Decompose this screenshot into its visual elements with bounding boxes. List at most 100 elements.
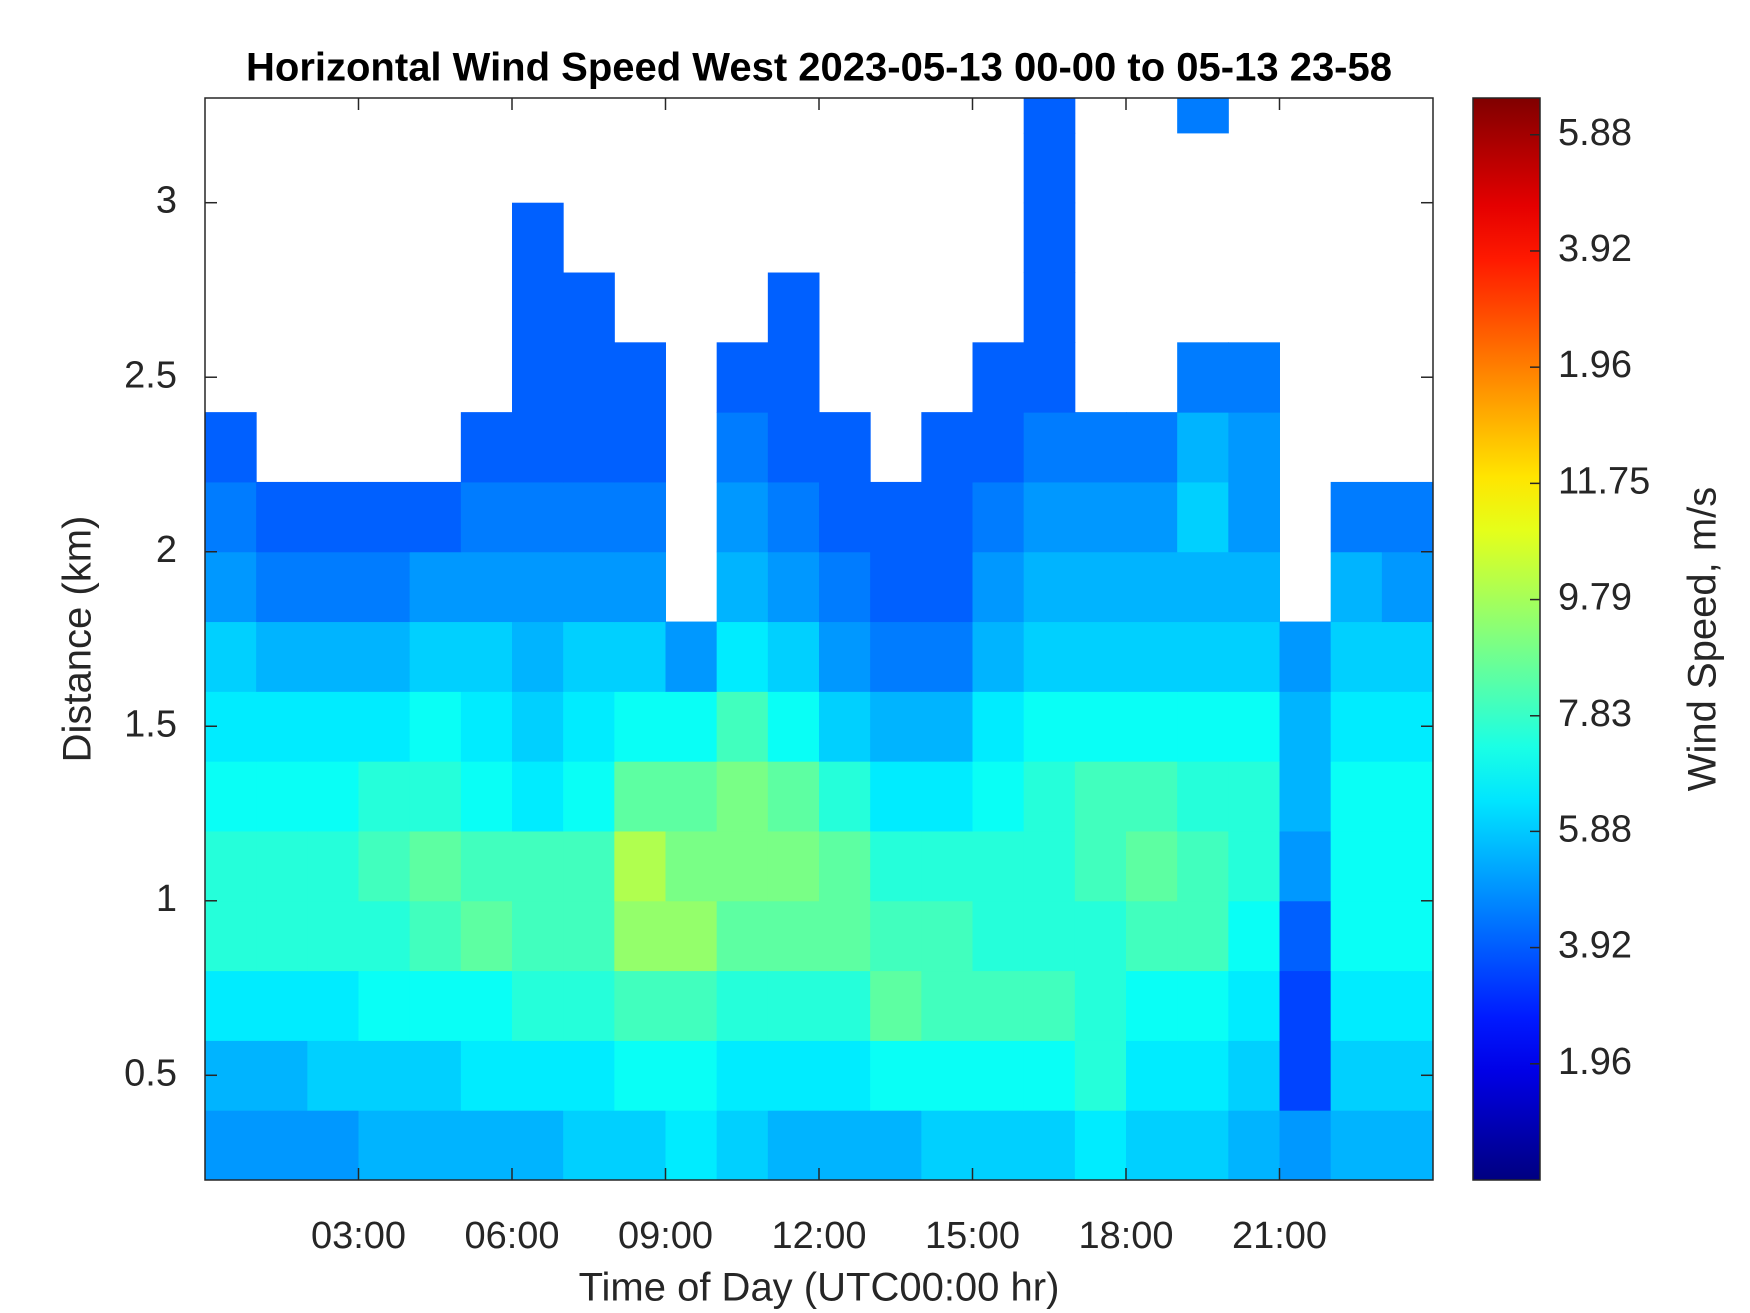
heat-cell <box>767 761 820 832</box>
colorbar-tick-label: 5.88 <box>1558 112 1632 154</box>
heat-cell <box>1330 691 1383 762</box>
heat-cell <box>870 830 922 902</box>
heat-cell <box>716 830 769 902</box>
heat-cell <box>614 1040 666 1111</box>
heat-cell <box>460 1040 513 1111</box>
heat-cell <box>870 481 922 553</box>
heat-cell <box>1177 98 1229 134</box>
heat-cell <box>716 691 769 762</box>
heat-cell <box>716 342 769 413</box>
heat-cell <box>563 1110 615 1181</box>
x-tick-label: 03:00 <box>311 1215 406 1257</box>
heat-cell <box>1330 1040 1383 1111</box>
heat-cell <box>1228 970 1280 1041</box>
heat-cell <box>1330 481 1383 553</box>
heat-cell <box>665 691 718 762</box>
heat-cell <box>1177 621 1229 692</box>
heat-cell <box>1330 830 1383 902</box>
heat-cell <box>1126 621 1178 692</box>
heat-cell <box>205 761 257 832</box>
heat-cell <box>1330 621 1383 692</box>
heat-cell <box>767 900 820 972</box>
x-tick-label: 09:00 <box>618 1215 713 1257</box>
heat-cell <box>1126 551 1178 623</box>
heat-cell <box>921 621 973 692</box>
y-axis-label: Distance (km) <box>56 516 100 763</box>
heat-cell <box>1381 830 1434 902</box>
heat-cell <box>1074 761 1127 832</box>
heat-cell <box>409 551 462 623</box>
heat-cell <box>921 481 973 553</box>
heat-cell <box>512 691 564 762</box>
colorbar-label: Wind Speed, m/s <box>1681 487 1725 792</box>
heat-cell <box>716 481 769 553</box>
heat-cell <box>1023 1040 1076 1111</box>
heat-cell <box>614 342 666 413</box>
heat-cell <box>1330 970 1383 1041</box>
heat-cell <box>256 1110 308 1181</box>
heat-cell <box>1126 1110 1178 1181</box>
heat-cell <box>1074 551 1127 623</box>
heat-cell <box>512 272 564 343</box>
heat-cell <box>358 1040 411 1111</box>
colorbar-tick-label: 3.92 <box>1558 925 1632 967</box>
heat-cell <box>358 900 411 972</box>
heat-cell <box>972 691 1025 762</box>
heat-cell <box>409 1110 462 1181</box>
heat-cell <box>972 412 1025 483</box>
heat-cell <box>358 1110 411 1181</box>
heat-cell <box>512 412 564 483</box>
heat-cell <box>614 970 666 1041</box>
heat-cell <box>870 970 922 1041</box>
heat-cell <box>409 691 462 762</box>
heat-cell <box>1023 481 1076 553</box>
x-tick-label: 21:00 <box>1232 1215 1327 1257</box>
heat-cell <box>819 900 871 972</box>
heat-cell <box>870 621 922 692</box>
y-tick-label: 3 <box>156 180 177 222</box>
colorbar-tick-label: 11.75 <box>1558 460 1650 502</box>
heat-cell <box>614 691 666 762</box>
heat-cell <box>1177 691 1229 762</box>
heat-cell <box>256 621 308 692</box>
heat-cell <box>716 551 769 623</box>
heat-cell <box>1074 412 1127 483</box>
heat-cell <box>819 970 871 1041</box>
heat-cell <box>1228 900 1280 972</box>
heat-cell <box>205 412 257 483</box>
heat-cell <box>1023 761 1076 832</box>
x-tick-label: 18:00 <box>1078 1215 1173 1257</box>
heat-cell <box>921 1040 973 1111</box>
heat-cell <box>1381 481 1434 553</box>
heat-cell <box>205 1110 257 1181</box>
heat-cell <box>1177 830 1229 902</box>
heat-cell <box>870 551 922 623</box>
heat-cell <box>1126 900 1178 972</box>
heat-cell <box>819 761 871 832</box>
heat-cell <box>1074 900 1127 972</box>
heat-cell <box>205 830 257 902</box>
heat-cell <box>307 1110 359 1181</box>
heat-cell <box>614 481 666 553</box>
heat-cell <box>921 1110 973 1181</box>
heat-cell <box>307 691 359 762</box>
heat-cell <box>205 970 257 1041</box>
heat-cell <box>1228 830 1280 902</box>
heat-cell <box>563 342 615 413</box>
heat-cell <box>819 1110 871 1181</box>
heat-cell <box>1023 621 1076 692</box>
heat-cell <box>1228 1110 1280 1181</box>
heat-cell <box>767 830 820 902</box>
heat-cell <box>1381 761 1434 832</box>
colorbar-tick-label: 9.79 <box>1558 577 1632 619</box>
heat-cell <box>665 621 718 692</box>
heat-cell <box>1074 1040 1127 1111</box>
heat-cell <box>972 761 1025 832</box>
heat-cell <box>1279 621 1332 692</box>
heat-cell <box>1177 342 1229 413</box>
heat-cell <box>1228 551 1280 623</box>
heat-cell <box>1330 551 1383 623</box>
heat-cell <box>563 412 615 483</box>
heat-cell <box>1228 1040 1280 1111</box>
heat-cell <box>307 621 359 692</box>
